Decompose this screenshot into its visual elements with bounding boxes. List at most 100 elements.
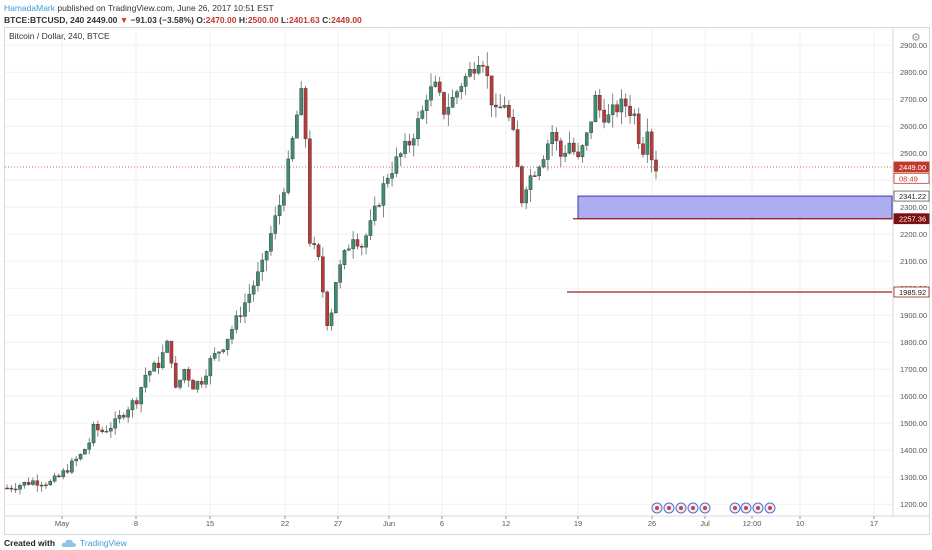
y-tick-label: 1400.00 [900,446,927,455]
publish-header: HamadaMark published on TradingView.com,… [0,0,932,28]
candle-up [251,285,256,295]
candle-up [541,159,546,168]
candle-up [178,379,182,388]
candle-up [234,315,239,330]
candle-up [61,470,66,478]
time-axis[interactable]: May 8 15 22 27 Jun 6 12 19 26 Jul 12:00 10 17 [55,516,878,528]
open-value: 2470.00 [205,15,237,25]
candle-up [550,132,554,145]
candle-up [139,387,143,405]
candle-down [308,138,312,244]
candle-down [554,132,559,142]
candle-up [347,248,351,251]
high-value: 2500.00 [247,15,279,25]
candle-up [117,415,122,419]
candle-down [636,113,641,144]
candle-up [524,189,528,204]
candle-up [31,480,35,485]
author-link[interactable]: HamadaMark [4,3,56,13]
event-flag-dot [679,506,683,510]
candle-up [204,375,208,385]
publish-line: HamadaMark published on TradingView.com,… [4,3,274,14]
event-flag-dot [768,506,772,510]
candle-down [641,143,645,155]
y-tick-label: 1700.00 [900,365,927,374]
candle-up [22,481,27,486]
demand-zone[interactable] [577,195,893,220]
candle-up [286,158,291,193]
candle-up [329,312,334,326]
candle-up [273,215,278,234]
candle-down [485,66,490,77]
candle-up [208,358,213,377]
x-tick-label: Jul [700,519,710,528]
candle-up [403,140,407,154]
candle-up [282,192,286,206]
price-axis[interactable]: 1200.00 1300.00 1400.00 1500.00 1600.00 1700.… [893,41,930,509]
candle-up [411,138,416,146]
candle-up [459,86,464,92]
event-flag-dot [703,506,707,510]
candle-down [96,424,100,431]
zone-bottom-label-bg [893,213,930,225]
candle-down [359,246,364,248]
candle-up [463,76,468,87]
candle-up [165,340,169,353]
gear-icon[interactable]: ⚙ [911,32,921,44]
y-tick-label: 2500.00 [900,149,927,158]
candle-up [563,152,567,157]
candle-up [342,250,347,265]
candle-up [610,104,615,115]
x-tick-label: 12 [502,519,510,528]
candle-down [559,140,563,157]
down-arrow-icon: ▼ [119,15,129,25]
chart-title: Bitcoin / Dollar, 240, BTCE [9,31,110,41]
candle-down [173,362,178,388]
candle-down [654,159,658,172]
candle-up [264,251,269,261]
candle-up [546,143,550,160]
candle-up [450,97,455,108]
candle-up [420,110,425,119]
zone-top-label-bg [893,190,930,202]
y-tick-label: 1800.00 [900,338,927,347]
candle-down [515,129,520,167]
candle-up [126,409,130,418]
candle-down [57,475,61,478]
candle-up [182,369,187,381]
y-tick-label: 2100.00 [900,257,927,266]
footer: Created with TradingView [4,536,127,550]
candle-up [468,69,472,77]
y-tick-label: 1900.00 [900,311,927,320]
x-tick-label: 12:00 [743,519,762,528]
candle-up [130,400,135,411]
candle-down [628,105,632,116]
candle-up [424,99,429,112]
candle-up [446,107,451,115]
countdown-label: 08:49 [899,174,918,183]
candle-down [316,244,321,257]
candle-up [152,362,156,372]
candle-down [321,256,325,293]
tradingview-logo[interactable]: TradingView [61,538,127,548]
candle-up [104,430,109,433]
open-label: O: [196,15,206,25]
y-tick-label: 1200.00 [900,500,927,509]
candle-up [83,449,87,455]
candle-down [156,362,161,368]
candle-up [91,424,96,444]
event-flag-dot [691,506,695,510]
chart-frame [4,27,930,535]
candle-up [44,484,48,487]
high-label: H: [238,15,248,25]
low-value: 2401.63 [288,15,320,25]
candle-down [134,400,139,405]
candle-down [312,243,316,245]
candle-down [325,291,329,326]
y-tick-label: 2600.00 [900,122,927,131]
candle-down [489,75,494,106]
y-tick-label: 1300.00 [900,473,927,482]
candle-down [615,104,619,113]
candle-up [364,235,368,248]
